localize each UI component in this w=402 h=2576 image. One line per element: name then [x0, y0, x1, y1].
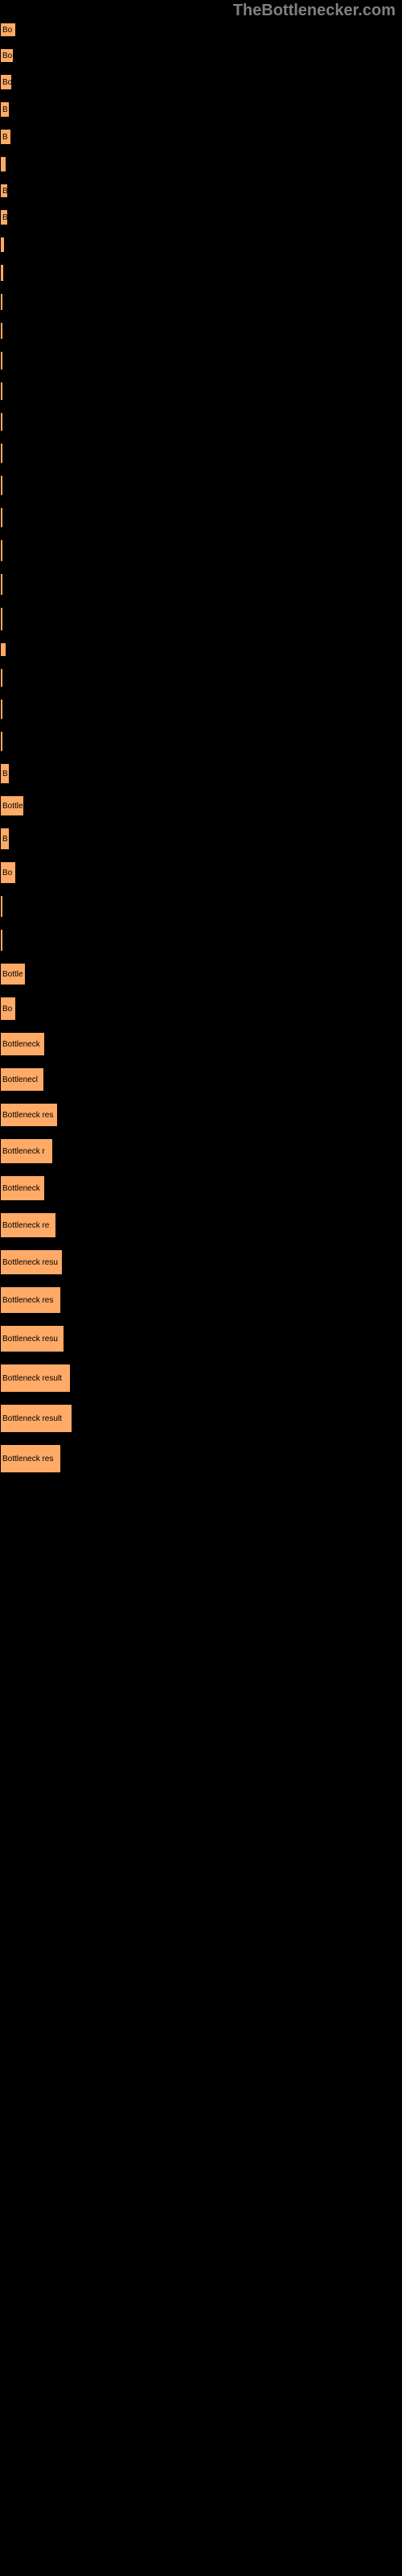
bar-row: Bottleneck res: [0, 1444, 402, 1473]
bar: [0, 731, 3, 752]
bar-row: Bottlenecl: [0, 1067, 402, 1092]
bar-row: Bottleneck resu: [0, 1249, 402, 1275]
bar: Bo: [0, 861, 16, 884]
bar-row: [0, 475, 402, 496]
bar: [0, 642, 6, 657]
bar-row: [0, 293, 402, 311]
bar: [0, 573, 3, 596]
bar-row: Bottle: [0, 795, 402, 816]
bar-row: Bottleneck res: [0, 1103, 402, 1127]
bar-row: Bottle: [0, 963, 402, 985]
bar: Bottleneck: [0, 1175, 45, 1201]
bar: B: [0, 828, 10, 850]
bar-row: B: [0, 763, 402, 784]
bar: Bo: [0, 997, 16, 1021]
bar: [0, 412, 3, 431]
bar-row: [0, 237, 402, 253]
bar-row: Bo: [0, 861, 402, 884]
bar: [0, 443, 3, 464]
bar-row: Bottleneck result: [0, 1364, 402, 1393]
bar-row: Bo: [0, 74, 402, 90]
bar: [0, 322, 3, 340]
bar: B: [0, 209, 8, 225]
bar-row: [0, 156, 402, 172]
bar-row: Bo: [0, 23, 402, 37]
bar-row: [0, 264, 402, 282]
bar-row: [0, 929, 402, 952]
bar-row: B: [0, 828, 402, 850]
bar: Bottleneck result: [0, 1404, 72, 1433]
bar-row: [0, 382, 402, 401]
bar: [0, 539, 3, 562]
bar-row: [0, 539, 402, 562]
bar-row: Bottleneck: [0, 1175, 402, 1201]
bar: [0, 607, 3, 631]
bar: Bottleneck re: [0, 1212, 56, 1238]
bar-row: Bottleneck r: [0, 1138, 402, 1164]
bar: Bottleneck res: [0, 1444, 61, 1473]
bar-row: Bottleneck result: [0, 1404, 402, 1433]
bar: B: [0, 129, 11, 145]
bar-row: Bottleneck re: [0, 1212, 402, 1238]
bar: Bottleneck: [0, 1032, 45, 1056]
bar-row: [0, 731, 402, 752]
bar: [0, 156, 6, 172]
bar: [0, 699, 3, 720]
bar: [0, 351, 3, 370]
bar: Bo: [0, 23, 16, 37]
bar-row: [0, 607, 402, 631]
bar-row: [0, 443, 402, 464]
bar-row: Bottleneck res: [0, 1286, 402, 1314]
bar: B: [0, 101, 10, 118]
bar: [0, 382, 3, 401]
bar: Bottleneck result: [0, 1364, 71, 1393]
bar: Bottlenecl: [0, 1067, 44, 1092]
bar: [0, 237, 5, 253]
bar: Bo: [0, 74, 12, 90]
bar-row: B: [0, 129, 402, 145]
bar: Bottleneck resu: [0, 1249, 63, 1275]
bar-row: [0, 573, 402, 596]
bar: [0, 264, 4, 282]
bar-row: B: [0, 209, 402, 225]
bar: B: [0, 184, 8, 198]
bar-row: Bo: [0, 997, 402, 1021]
bar-row: [0, 322, 402, 340]
bar: [0, 895, 3, 918]
bar: Bottleneck res: [0, 1103, 58, 1127]
bar-chart: BoBoBoBBBBBBottleBBoBottleBoBottleneckBo…: [0, 0, 402, 1473]
bar: B: [0, 763, 10, 784]
bar: Bottle: [0, 963, 26, 985]
bar: Bottleneck resu: [0, 1325, 64, 1352]
bar-row: [0, 895, 402, 918]
bar: Bottleneck r: [0, 1138, 53, 1164]
bar: [0, 475, 3, 496]
bar-row: [0, 699, 402, 720]
bar: [0, 507, 3, 528]
bar-row: [0, 507, 402, 528]
bar-row: Bottleneck resu: [0, 1325, 402, 1352]
bar-row: [0, 642, 402, 657]
bar-row: Bo: [0, 48, 402, 63]
bar-row: [0, 351, 402, 370]
bar-row: Bottleneck: [0, 1032, 402, 1056]
bar: Bo: [0, 48, 14, 63]
bar-row: B: [0, 184, 402, 198]
bar: Bottle: [0, 795, 24, 816]
bar: [0, 668, 3, 687]
bar-row: [0, 668, 402, 687]
bar-row: B: [0, 101, 402, 118]
bar-row: [0, 412, 402, 431]
bar: Bottleneck res: [0, 1286, 61, 1314]
bar: [0, 293, 3, 311]
bar: [0, 929, 3, 952]
